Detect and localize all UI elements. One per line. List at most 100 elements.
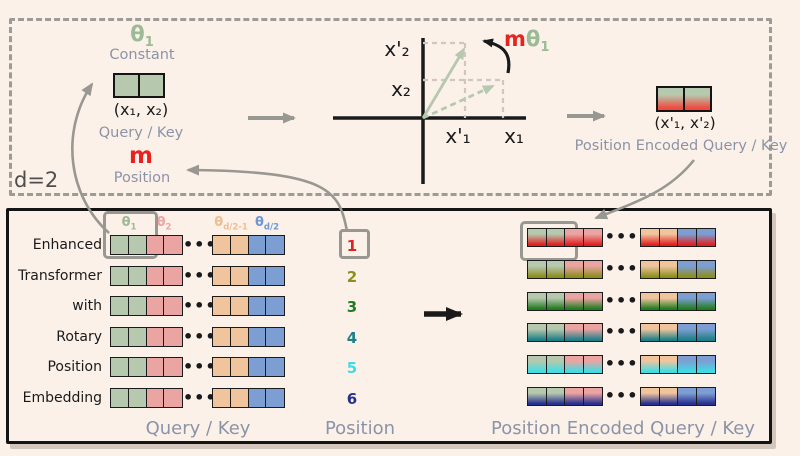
vector-cell [138,73,165,98]
embedding-cell [545,260,566,279]
theta-d2-header: θd/2 [254,215,280,233]
constant-label: Constant [109,47,175,63]
query-key-row: Enhanced ••• [8,235,285,255]
token-label: Embedding [22,390,102,406]
ellipsis: ••• [182,235,217,254]
embedding-cell [163,357,183,377]
embedding-cell [145,296,166,316]
position-number: 2 [346,268,358,286]
cell-group [211,357,285,377]
encoded-row: ••• [527,291,717,311]
embedding-cell [163,266,183,286]
ellipsis: ••• [604,291,639,311]
embedding-cell [110,388,130,408]
embedding-cell [658,228,680,247]
x1-label: x₁ [504,124,524,148]
x2-prime-label: x'₂ [384,37,410,61]
encoded-row: ••• [527,322,717,342]
ellipsis: ••• [604,259,639,279]
embedding-cell [564,260,585,279]
cell-group [211,388,285,408]
cell-group [527,292,604,311]
token-label: Rotary [56,329,102,345]
encoded-vector-label: (x'₁, x'₂) [654,114,716,132]
theta2-header: θ2 [156,215,172,233]
embedding-cell [640,387,661,406]
cell-group [110,296,183,316]
embedding-cell [127,266,148,286]
embedding-cell [145,327,166,347]
embedding-cell [127,388,148,408]
ellipsis: ••• [182,266,217,285]
embedding-cell [527,292,548,311]
embedding-cell [640,260,661,279]
encoded-row: ••• [527,259,717,279]
embedding-cell [658,355,680,374]
position-number: 3 [346,298,358,316]
embedding-cell [640,228,661,247]
embedding-cell [695,355,717,374]
d2-dashed-panel [9,18,772,196]
m-position-symbol: m [129,143,153,169]
embedding-cell [127,296,148,316]
cell-group [110,235,183,255]
embedding-cell [695,292,717,311]
cell-group [640,292,717,311]
embedding-cell [211,296,232,316]
input-vector-label: (x₁, x₂) [113,100,169,119]
m-position-label: Position [113,170,171,186]
cell-group [527,260,604,279]
theta1-constant-symbol: θ1 [130,22,154,51]
embedding-cell [265,327,285,347]
embedding-cell [527,387,548,406]
ellipsis: ••• [182,327,217,346]
position-number: 1 [346,237,358,255]
embedding-cell [582,323,604,342]
embedding-cell [163,296,183,316]
embedding-cell [110,266,130,286]
query-key-label: Query / Key [98,125,184,141]
embedding-cell [677,260,698,279]
embedding-cell [163,388,183,408]
embedding-cell [211,266,232,286]
embedding-cell [545,323,566,342]
embedding-cell [229,357,250,377]
ellipsis: ••• [604,322,639,342]
rotation-angle-label: mθ1 [504,27,550,56]
embedding-cell [247,266,268,286]
encoded-row: ••• [527,355,717,374]
embedding-cell [229,235,250,255]
embedding-cell [145,388,166,408]
embedding-cell [527,355,548,374]
embedding-cell [582,387,604,406]
vector-cell [113,73,140,98]
position-number: 6 [346,390,358,408]
embedding-cell [658,260,680,279]
embedding-cell [127,327,148,347]
cell-group [110,388,183,408]
embedding-cell [527,323,548,342]
token-label: with [72,298,102,314]
embedding-cell [677,228,698,247]
embedding-cell [229,266,250,286]
token-table-panel [6,208,772,444]
cell-group [110,266,183,286]
embedding-cell [545,355,566,374]
embedding-cell [677,387,698,406]
embedding-cell [658,387,680,406]
embedding-cell [527,260,548,279]
token-label: Position [47,359,102,375]
embedding-cell [247,357,268,377]
cell-group [640,260,717,279]
cell-group [211,327,285,347]
embedding-cell [677,292,698,311]
embedding-cell [677,323,698,342]
query-key-row: Rotary ••• [8,327,285,347]
embedding-cell [695,228,717,247]
x1-prime-label: x'₁ [445,124,471,148]
embedding-cell [695,323,717,342]
cell-group [110,357,183,377]
embedding-cell [247,235,268,255]
embedding-cell [527,228,548,247]
